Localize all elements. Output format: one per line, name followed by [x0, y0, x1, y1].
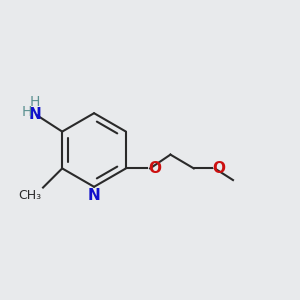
Text: H: H: [21, 105, 32, 119]
Text: N: N: [88, 188, 100, 203]
Text: O: O: [148, 161, 161, 176]
Text: H: H: [30, 95, 40, 109]
Text: O: O: [213, 161, 226, 176]
Text: N: N: [28, 107, 41, 122]
Text: CH₃: CH₃: [18, 189, 42, 202]
